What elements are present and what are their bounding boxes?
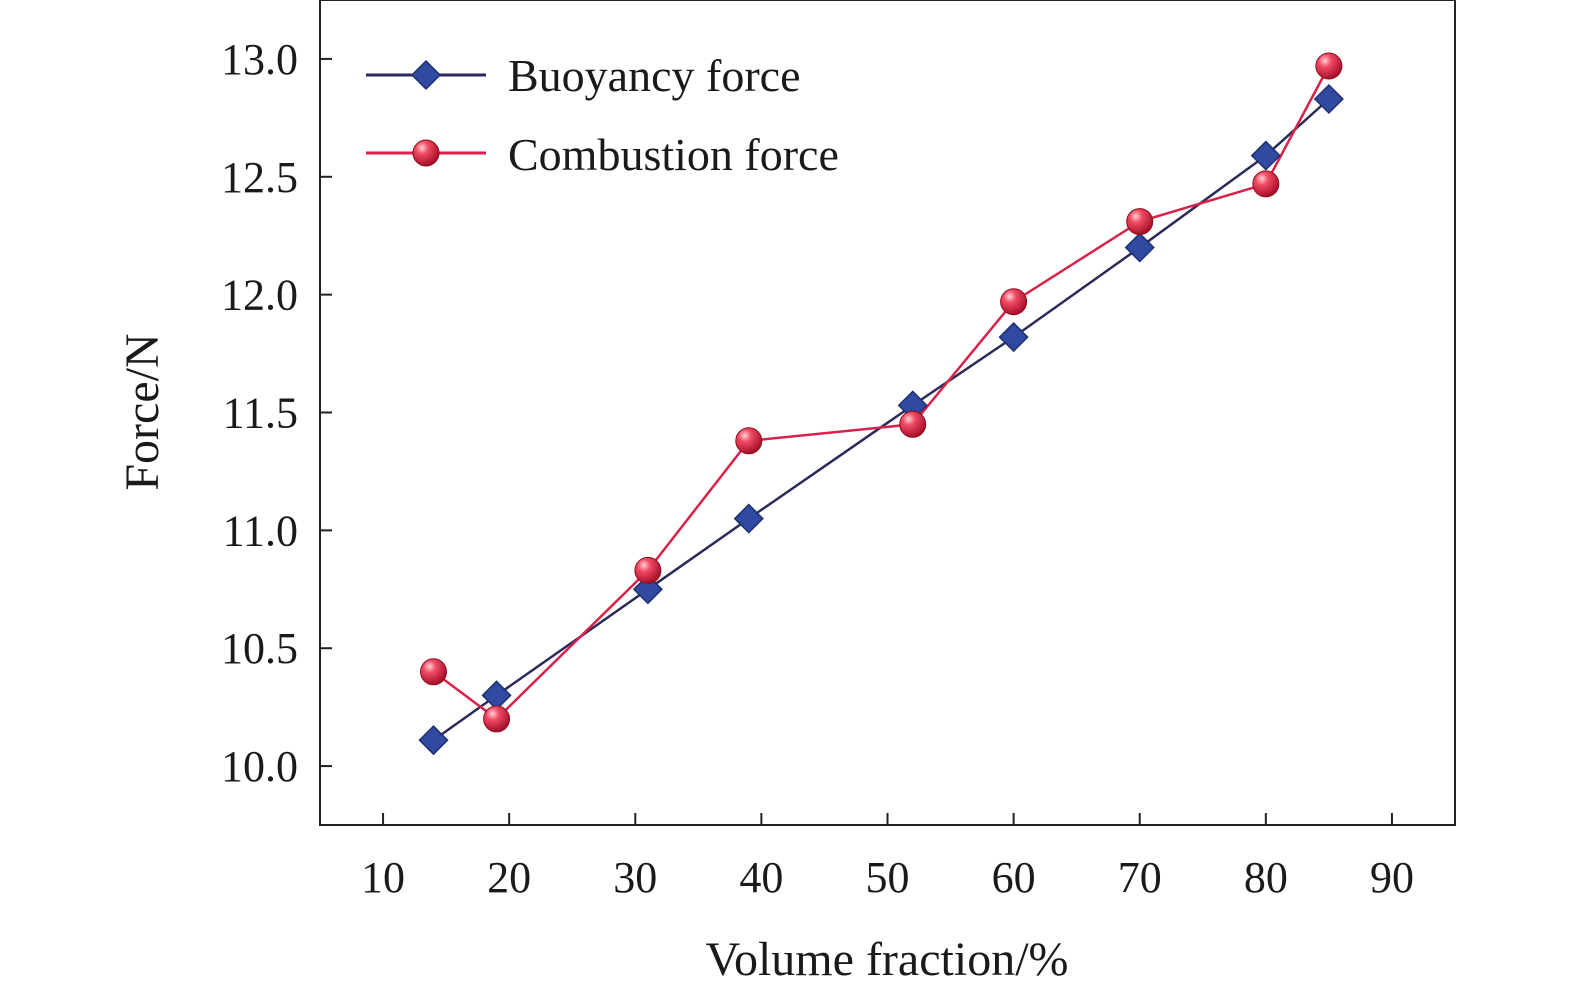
y-axis-ticks: 10.0 10.5 11.0 11.5 12.0 12.5 13.0 bbox=[221, 35, 332, 791]
x-tick-label: 10 bbox=[361, 853, 405, 902]
data-point-combustion bbox=[1000, 288, 1028, 316]
y-tick-label: 12.0 bbox=[221, 271, 298, 320]
legend-item-combustion: Combustion force bbox=[366, 129, 839, 180]
x-tick-label: 80 bbox=[1244, 853, 1288, 902]
data-point-combustion bbox=[1315, 52, 1343, 80]
data-point-combustion bbox=[899, 410, 927, 438]
legend-sphere-icon bbox=[412, 139, 440, 167]
y-tick-label: 12.5 bbox=[221, 153, 298, 202]
y-axis-label: Force/N bbox=[116, 333, 169, 490]
data-point-combustion bbox=[483, 705, 511, 733]
x-axis-ticks: 10 20 30 40 50 60 70 80 90 bbox=[361, 813, 1414, 902]
data-point-combustion bbox=[1126, 208, 1154, 236]
y-tick-label: 10.0 bbox=[221, 742, 298, 791]
data-point-buoyancy bbox=[1313, 83, 1344, 115]
y-tick-label: 11.0 bbox=[223, 506, 298, 555]
series-line-buoyancy bbox=[432, 98, 1330, 742]
data-point-buoyancy bbox=[1250, 140, 1281, 171]
legend-diamond-icon bbox=[410, 59, 442, 91]
x-tick-label: 50 bbox=[866, 853, 910, 902]
x-tick-label: 70 bbox=[1118, 853, 1162, 902]
data-point-combustion bbox=[634, 556, 662, 584]
y-tick-label: 13.0 bbox=[221, 35, 298, 84]
legend-label-buoyancy: Buoyancy force bbox=[508, 50, 801, 101]
data-point-buoyancy bbox=[481, 680, 512, 711]
x-axis-label: Volume fraction/% bbox=[705, 933, 1068, 986]
data-point-combustion bbox=[1252, 170, 1280, 198]
legend-item-buoyancy: Buoyancy force bbox=[366, 50, 801, 101]
x-tick-label: 90 bbox=[1370, 853, 1414, 902]
data-point-buoyancy bbox=[1124, 232, 1155, 263]
series-layer bbox=[418, 52, 1344, 756]
data-point-combustion bbox=[735, 427, 763, 455]
data-point-buoyancy bbox=[418, 725, 449, 756]
data-point-buoyancy bbox=[733, 503, 764, 534]
data-point-buoyancy bbox=[998, 322, 1029, 353]
y-tick-label: 11.5 bbox=[223, 389, 298, 438]
legend-label-combustion: Combustion force bbox=[508, 129, 839, 180]
x-tick-label: 30 bbox=[613, 853, 657, 902]
x-tick-label: 40 bbox=[739, 853, 783, 902]
y-tick-label: 10.5 bbox=[221, 624, 298, 673]
data-point-combustion bbox=[420, 658, 447, 686]
x-tick-label: 60 bbox=[992, 853, 1036, 902]
legend: Buoyancy force Combustion force bbox=[366, 50, 839, 180]
x-tick-label: 20 bbox=[487, 853, 531, 902]
data-point-buoyancy bbox=[632, 574, 663, 605]
